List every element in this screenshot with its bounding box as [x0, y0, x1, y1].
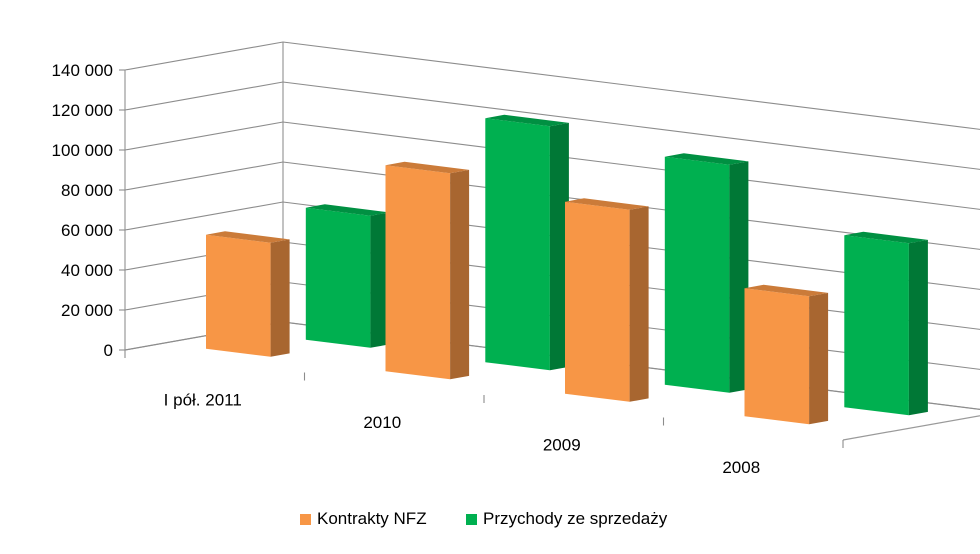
y-tick-label: 120 000: [52, 101, 113, 120]
legend-label: Kontrakty NFZ: [317, 509, 427, 528]
bar-top-face: [385, 161, 470, 174]
bar-front-face: [206, 234, 271, 357]
y-tick-label: 0: [104, 341, 113, 360]
gridline: [124, 201, 980, 290]
bar-side-face: [270, 239, 290, 357]
x-category-label: 2009: [543, 435, 581, 454]
gridline: [124, 81, 980, 170]
gridline: [124, 41, 980, 130]
x-category-label: 2010: [363, 413, 401, 432]
gridline: [124, 121, 980, 210]
bar-front-face: [385, 165, 451, 380]
bar-front-face: [305, 207, 371, 348]
bar-side-face: [450, 169, 470, 380]
bar-side-face: [809, 292, 829, 425]
bar-top-face: [206, 231, 290, 243]
bars: [206, 114, 928, 425]
bar: [744, 284, 829, 425]
bar-front-face: [485, 118, 550, 371]
y-tick-label: 60 000: [61, 221, 113, 240]
bar-side-face: [629, 206, 649, 402]
gridline: [124, 161, 980, 250]
legend: Kontrakty NFZ Przychody ze sprzedaży: [300, 509, 668, 528]
bar-side-face: [729, 161, 749, 393]
y-tick-label: 20 000: [61, 301, 113, 320]
y-tick-label: 40 000: [61, 261, 113, 280]
y-tick-label: 100 000: [52, 141, 113, 160]
bar-top-face: [844, 231, 928, 244]
legend-label: Przychody ze sprzedaży: [483, 509, 668, 528]
bar-top-face: [744, 284, 829, 297]
bar: [385, 161, 470, 380]
x-category-label: 2008: [722, 458, 760, 477]
bar-top-face: [664, 153, 749, 165]
y-axis-ticks: 0 20 000 40 000 60 000 80 000 100 000 120 000 1…: [52, 61, 125, 360]
bar: [565, 198, 649, 402]
bar-side-face: [908, 239, 928, 416]
bar-front-face: [664, 156, 730, 393]
bar: [305, 204, 390, 348]
bar-side-face: [549, 122, 569, 371]
bar-side-face: [370, 212, 390, 348]
bar-top-face: [485, 114, 569, 127]
bar-front-face: [844, 235, 909, 416]
bar-top-face: [565, 198, 649, 210]
bar: [664, 153, 749, 393]
bar-front-face: [565, 201, 630, 402]
y-tick-label: 140 000: [52, 61, 113, 80]
x-axis: I pół. 2011 2010 2009 2008: [124, 350, 844, 477]
y-tick-label: 80 000: [61, 181, 113, 200]
legend-swatch: [466, 514, 477, 525]
bar: [485, 114, 569, 371]
bar-front-face: [744, 288, 810, 425]
bar: [844, 231, 928, 416]
bar-top-face: [305, 204, 390, 216]
x-category-label: I pół. 2011: [164, 390, 242, 409]
legend-swatch: [300, 514, 311, 525]
bar: [206, 231, 290, 357]
